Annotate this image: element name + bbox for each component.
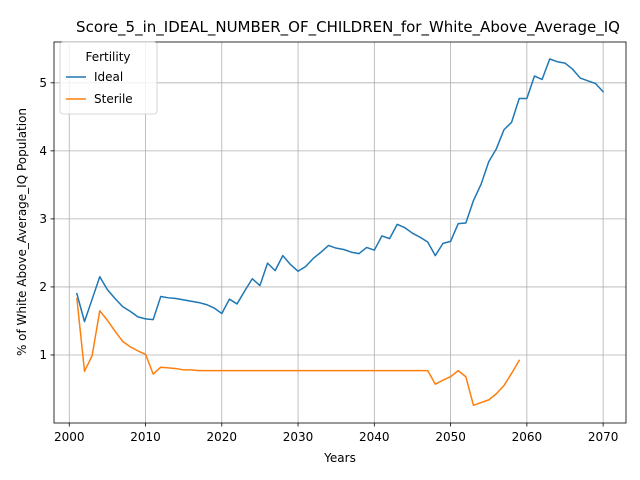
y-tick-label: 4 [39, 144, 47, 158]
x-tick-label: 2050 [435, 430, 466, 444]
y-tick-label: 2 [39, 280, 47, 294]
legend-label-sterile: Sterile [94, 92, 133, 106]
legend-title: Fertility [85, 50, 130, 64]
x-tick-label: 2040 [359, 430, 390, 444]
x-axis-label: Years [323, 451, 356, 465]
y-tick-label: 3 [39, 212, 47, 226]
y-tick-label: 5 [39, 76, 47, 90]
series-line-sterile [76, 297, 521, 407]
y-axis-label: % of White Above_Average_IQ Population [15, 108, 29, 356]
legend: Fertility Ideal Sterile [59, 41, 158, 115]
x-axis-ticks: 2000 2010 2020 2030 2040 2050 2060 2070 [54, 423, 618, 444]
x-tick-label: 2060 [512, 430, 543, 444]
legend-label-ideal: Ideal [94, 70, 123, 84]
y-axis-ticks: 1 2 3 4 5 [39, 76, 54, 362]
series-line-ideal [75, 58, 605, 323]
chart-title: Score_5_in_IDEAL_NUMBER_OF_CHILDREN_for_… [76, 18, 620, 37]
x-tick-label: 2030 [283, 430, 314, 444]
x-tick-label: 2000 [54, 430, 85, 444]
legend-box [59, 41, 158, 115]
x-tick-label: 2010 [130, 430, 161, 444]
y-tick-label: 1 [39, 348, 47, 362]
x-tick-label: 2020 [207, 430, 238, 444]
plot-frame [53, 41, 627, 424]
grid-lines [54, 42, 626, 423]
x-tick-label: 2070 [588, 430, 619, 444]
series-layer [75, 58, 605, 407]
